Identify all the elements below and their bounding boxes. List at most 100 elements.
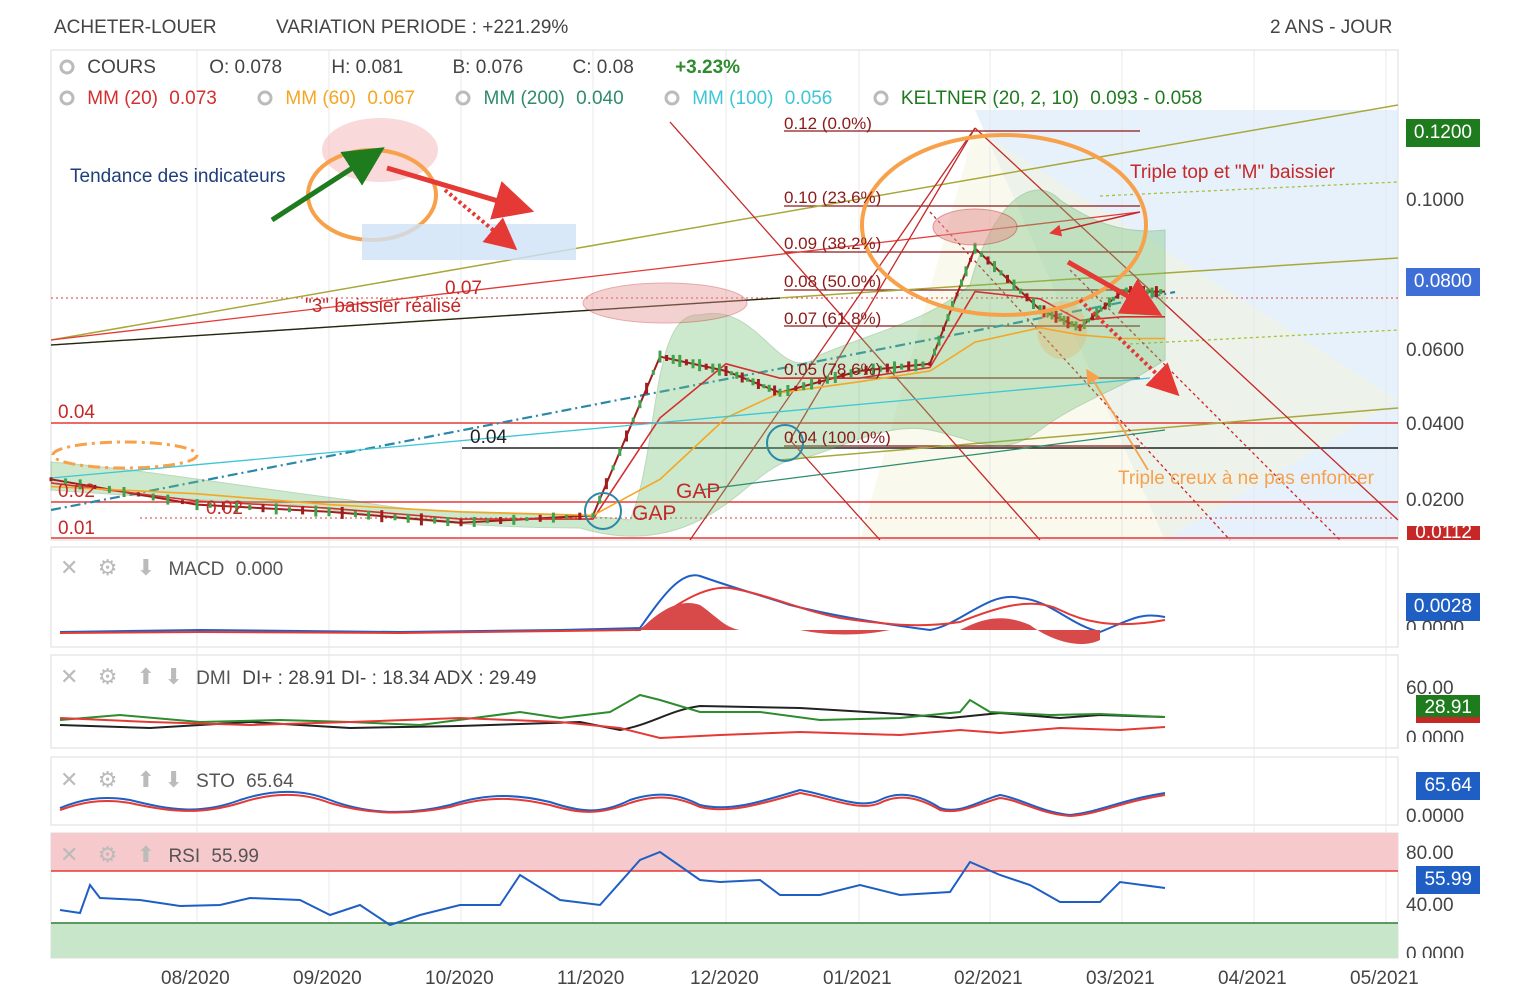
candle: [166, 494, 170, 505]
price-tick: 0.0200: [1406, 490, 1465, 511]
arrow-up-icon[interactable]: ⬆: [136, 842, 156, 867]
candle: [900, 363, 904, 370]
trendline-olive-upper: [50, 104, 1399, 341]
ma100-value: 0.056: [784, 88, 833, 109]
gear-icon[interactable]: [663, 89, 681, 107]
candle: [928, 361, 932, 366]
close-icon[interactable]: ✕: [60, 664, 79, 689]
gear-icon[interactable]: [58, 58, 76, 76]
candle: [419, 513, 423, 526]
arrow-down-icon[interactable]: ⬇: [136, 555, 156, 580]
rsi-badge: 55.99: [1416, 866, 1480, 894]
gear-icon[interactable]: [454, 89, 472, 107]
candle: [512, 514, 516, 525]
candle: [235, 501, 239, 513]
price-tick: 0.0400: [1406, 414, 1465, 435]
level-label-007: 0.07: [445, 278, 482, 299]
candle: [1066, 316, 1070, 329]
gear-icon[interactable]: [256, 89, 274, 107]
candle: [195, 499, 199, 511]
trendline-dotted-olive: [1099, 181, 1399, 197]
trendline-dotted-olive2: [1129, 329, 1399, 345]
arrow-green: [270, 147, 385, 223]
top-inner-ellipse: [932, 208, 1018, 246]
candle: [638, 400, 642, 409]
close-icon[interactable]: ✕: [60, 842, 79, 867]
candle: [999, 270, 1003, 276]
candle: [327, 507, 331, 517]
gear-icon[interactable]: ⚙: [97, 842, 118, 867]
x-tick: 12/2020: [690, 968, 759, 989]
gear-icon[interactable]: ⚙: [97, 555, 118, 580]
rsi-layer: [59, 850, 1166, 927]
arrow-red-2: [1066, 259, 1163, 316]
candle: [1012, 279, 1016, 291]
candle: [986, 256, 990, 265]
gap-circle-1: [766, 424, 804, 462]
x-tick: 02/2021: [954, 968, 1023, 989]
candle: [485, 519, 489, 524]
candle: [611, 465, 615, 471]
di-plus-line: [59, 693, 1166, 727]
candle: [794, 385, 798, 391]
level-label-002a: 0.02: [58, 481, 95, 502]
candle: [1032, 298, 1035, 309]
dmi-panel-frame: [50, 654, 1399, 749]
candle: [151, 493, 155, 501]
arrow-down-icon[interactable]: ⬇: [164, 664, 183, 689]
di-minus-line: [59, 716, 1166, 740]
annotation-gap-2: GAP: [632, 502, 677, 525]
fib-label: 0.04 (100.0%): [784, 428, 891, 447]
ma20-value: 0.073: [169, 88, 217, 109]
gear-icon[interactable]: ⚙: [97, 664, 118, 689]
sto-axis: 0.0000: [1406, 806, 1465, 827]
candle: [180, 500, 184, 505]
ma100-label: MM (100): [692, 88, 774, 109]
gear-icon[interactable]: [872, 89, 890, 107]
macd-badge: 0.0028: [1405, 593, 1480, 621]
candle: [499, 517, 503, 524]
candle: [964, 266, 968, 277]
fib-label: 0.10 (23.6%): [784, 188, 882, 207]
candle: [645, 382, 649, 394]
arrow-down-icon[interactable]: ⬇: [164, 767, 183, 792]
candle: [208, 502, 212, 508]
x-tick: 10/2020: [425, 968, 494, 989]
candle: [1146, 289, 1150, 295]
candle: [885, 363, 889, 373]
level-label-001: 0.01: [58, 518, 95, 539]
sto-k-line: [59, 788, 1166, 817]
ma20-series: [50, 290, 1165, 520]
close-icon[interactable]: ✕: [60, 767, 79, 792]
ma100-line: [50, 377, 1151, 479]
candle: [960, 279, 963, 287]
candle: [833, 372, 837, 383]
macd-label: MACD: [168, 559, 225, 580]
arrow-red-dotted: [443, 188, 518, 251]
macd-line: [59, 574, 1166, 634]
candle: [810, 378, 814, 390]
ma200-line: [699, 429, 1166, 491]
candle: [893, 361, 896, 374]
candle: [651, 369, 655, 375]
sto-label: STO: [196, 771, 235, 792]
close-icon[interactable]: ✕: [60, 555, 79, 580]
gear-icon[interactable]: [58, 89, 76, 107]
candle: [93, 484, 97, 489]
arrow-up-icon[interactable]: ⬆: [136, 767, 156, 792]
symbol-title: ACHETER-LOUER: [54, 17, 217, 38]
dmi-axis-bottom: 0.0000: [1406, 728, 1465, 742]
candle: [565, 514, 569, 519]
gear-icon[interactable]: ⚙: [97, 767, 118, 792]
x-tick: 09/2020: [293, 968, 362, 989]
ma60-value: 0.067: [367, 88, 415, 109]
candle: [942, 327, 945, 332]
candle: [287, 507, 291, 513]
candle: [1019, 288, 1022, 294]
candle: [946, 314, 950, 322]
candle: [1112, 296, 1116, 301]
arrow-up-icon[interactable]: ⬆: [136, 664, 156, 689]
period-label[interactable]: 2 ANS - JOUR: [1270, 17, 1393, 38]
candle: [367, 510, 371, 520]
